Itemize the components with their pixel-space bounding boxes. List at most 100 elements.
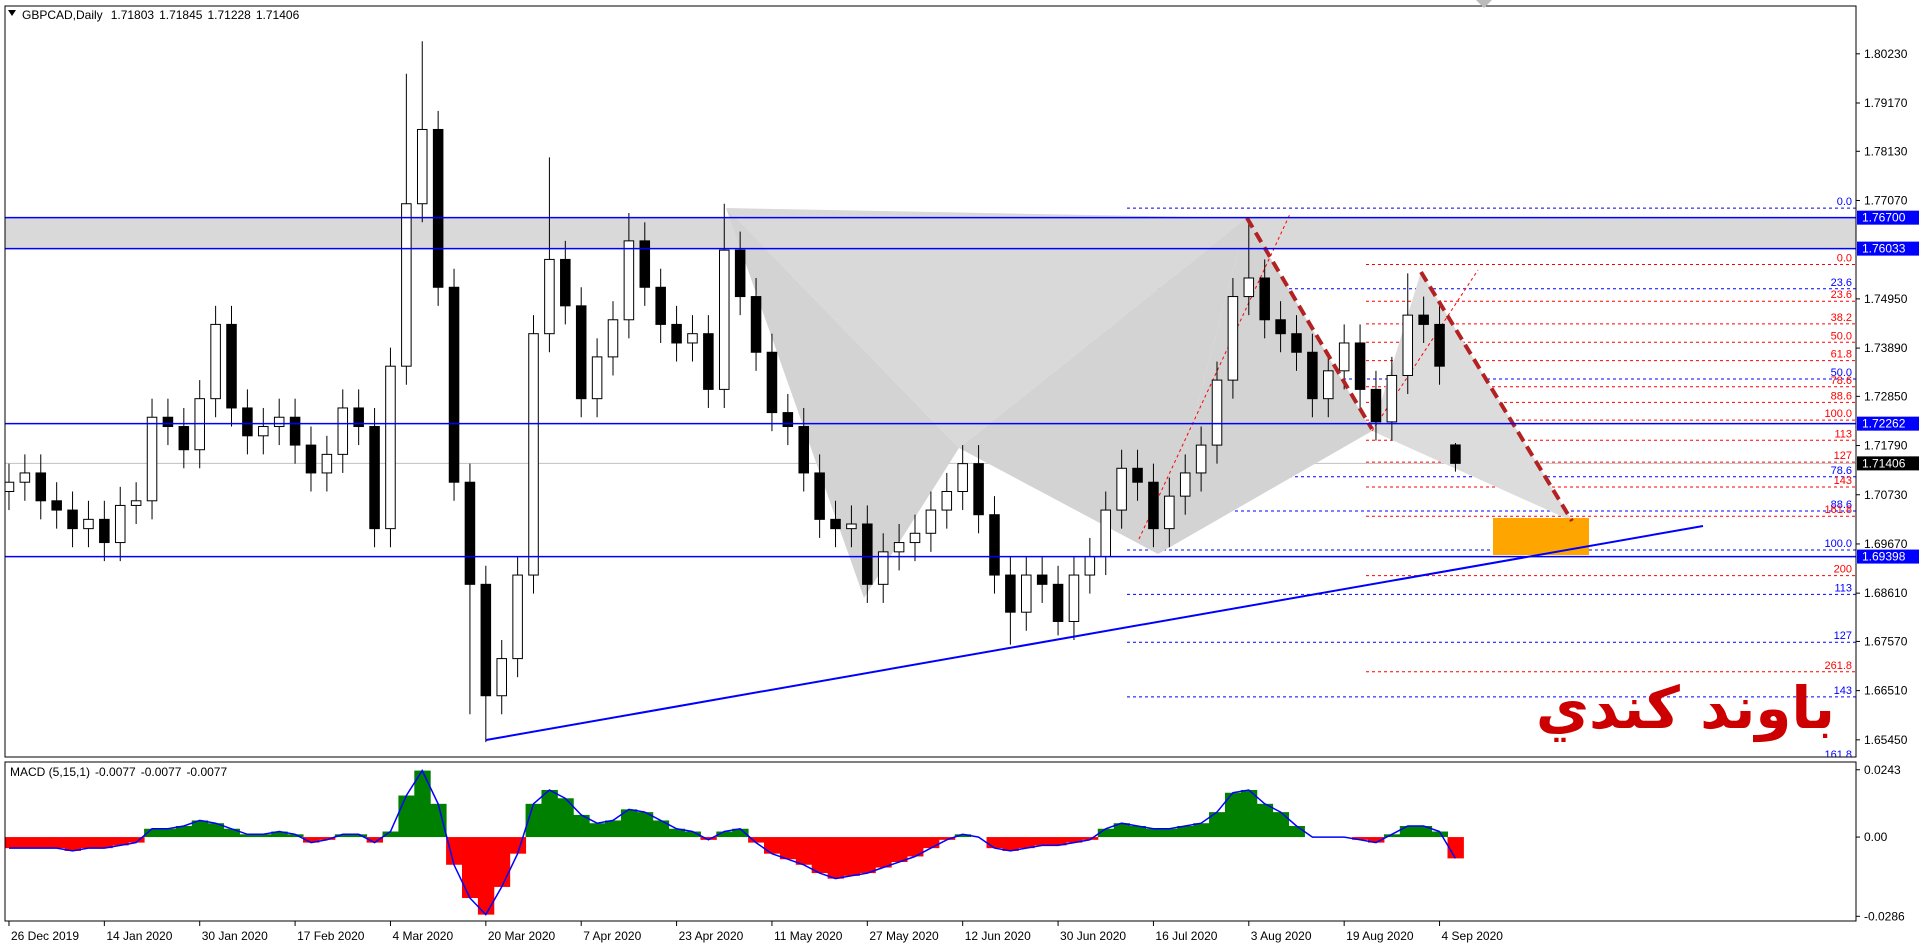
candle-body [607,319,619,358]
candle-body [877,551,889,585]
macd-bar [652,820,670,838]
macd-bar [1050,837,1067,846]
candle-body [575,305,587,400]
pattern-shape [959,218,1247,554]
macd-bar [446,837,463,865]
macd-readout: -0.0077 [141,765,182,779]
macd-bar [461,837,479,899]
candle-body [734,249,746,298]
fib-level-label: 23.6 [1831,289,1852,301]
candle-body [1307,351,1318,400]
macd-bar [334,834,352,838]
annotation-text: باوند كندي [1536,674,1835,743]
fib-level-label: 143 [1834,685,1852,697]
candle-body [814,472,825,520]
candle-body [957,463,968,493]
candle-body [289,416,301,446]
macd-bar [954,834,972,838]
macd-bar [668,828,686,838]
macd-bar [716,831,733,838]
candle-body [1211,379,1223,446]
candle-body [1021,574,1032,613]
macd-bar [1209,812,1226,838]
candle-body [671,323,682,344]
fib-level-label: 127 [1834,630,1852,642]
last-open: 1.71803 [111,8,155,22]
macd-bar [398,795,415,838]
candle-body [19,472,31,483]
candle-body [1386,374,1398,423]
macd-bar [541,789,558,838]
y-tick-label: 1.77070 [1864,193,1908,207]
x-tick-label: 27 May 2020 [869,929,939,943]
y-tick-label: 1.67570 [1864,634,1908,648]
macd-bar [1193,823,1210,838]
last-price-box [1857,456,1919,471]
candle-body [941,491,953,511]
candle-body [480,583,492,697]
candle-body [782,412,794,428]
candle-body [1179,472,1191,497]
level-label: 1.69398 [1862,550,1906,564]
candle-body [258,426,269,437]
candle-body [337,407,349,455]
x-tick-label: 11 May 2020 [774,929,843,943]
macd-bar [763,837,781,854]
candle-body [830,518,841,530]
macd-bar [1177,825,1194,838]
candle-body [5,481,15,493]
macd-bar [287,834,304,838]
candle-body [862,523,873,585]
down-trend-line [1419,270,1574,523]
macd-bar [112,837,129,846]
pattern-shape [726,208,959,598]
macd-bar [779,837,797,860]
fib-level-label: 78.6 [1831,375,1852,387]
macd-bar [32,837,50,849]
level-label: 1.72262 [1862,417,1906,431]
level-label: 1.76033 [1862,242,1906,256]
fib-level-label: 61.8 [1831,349,1852,361]
pattern-shape [1158,218,1372,554]
macd-bar [1415,825,1433,838]
macd-bar [477,837,495,915]
macd-bar [207,823,225,838]
macd-bar [175,825,193,838]
candle-body [1418,314,1429,325]
macd-bar [1113,823,1131,838]
y-tick-label: 1.78130 [1864,144,1908,158]
candle-body [1259,277,1270,321]
candle-body [1036,574,1048,585]
macd-bar [1129,825,1146,838]
candle-body [273,416,285,428]
macd-bar [907,837,924,857]
fib-level-label: 161.8 [1824,749,1852,761]
candle-body [1227,296,1239,381]
menu-arrow[interactable] [8,10,16,16]
macd-bar [827,837,844,879]
fib-level-label: 143 [1834,475,1852,487]
macd-bar [191,820,209,838]
macd-bar [493,837,511,887]
macd-bar [430,803,447,838]
macd-bar [382,831,399,838]
candle-body [766,351,778,414]
macd-bar [16,837,34,849]
last-high: 1.71845 [159,8,203,22]
candle-body [1164,495,1175,530]
candle-body [162,416,174,428]
macd-bar [684,831,701,838]
macd-bar [80,837,97,849]
macd-bar [1288,825,1305,838]
candle-body [1148,481,1159,530]
macd-bar [366,837,384,843]
macd-readout: -0.0077 [186,765,227,779]
candle-body [1354,342,1366,390]
y-tick-label: 1.73890 [1864,341,1908,355]
candle-body [655,286,666,325]
y-tick-label: 1.80230 [1864,47,1908,61]
candle-body [1243,277,1255,298]
level-label-box [1857,241,1919,256]
fib-level-label: 200 [1834,564,1852,576]
macd-bar [159,828,177,838]
